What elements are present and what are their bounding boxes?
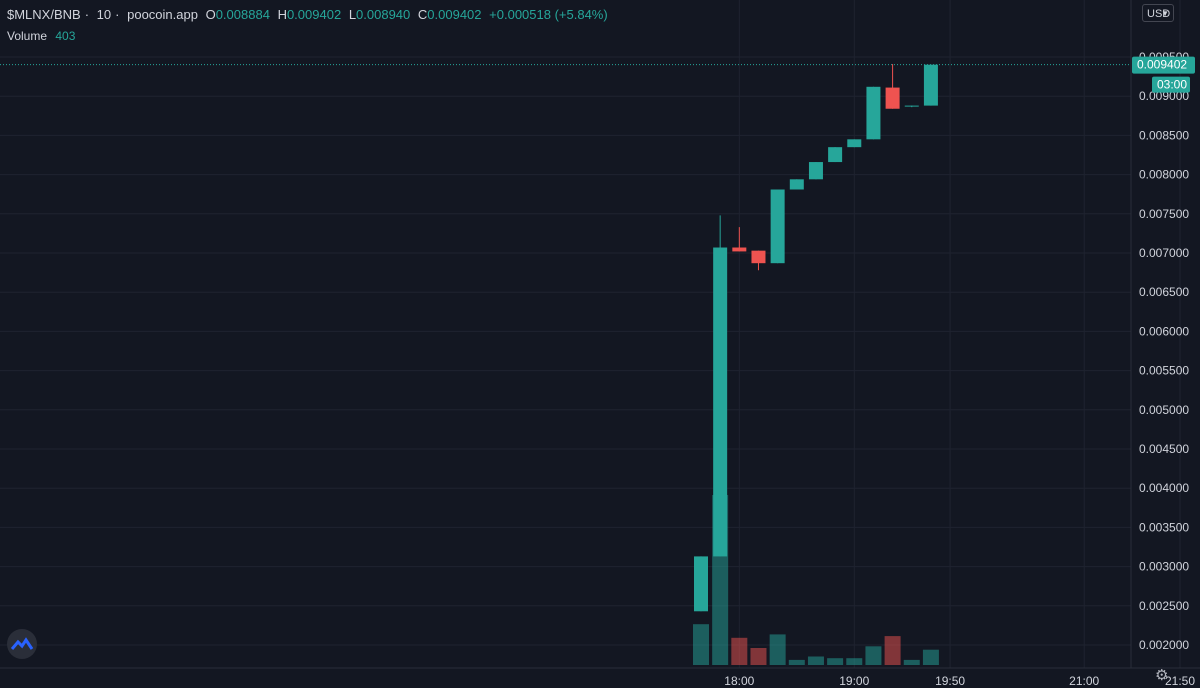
chart-legend: $MLNX/BNB · 10 · poocoin.app O0.008884 H0.…	[7, 7, 608, 22]
volume-bar	[769, 634, 786, 665]
volume-label[interactable]: Volume	[7, 29, 48, 43]
x-tick-label: 21:50	[1165, 674, 1195, 688]
candle-body	[770, 189, 785, 264]
close-value: 0.009402	[427, 7, 482, 22]
open-label: O	[205, 7, 216, 22]
volume-legend: Volume 403	[7, 29, 75, 43]
candle-countdown-label: 03:00	[1157, 78, 1187, 92]
candle-body	[732, 247, 747, 252]
x-tick-label: 18:00	[724, 674, 754, 688]
currency-select[interactable]: USD ▼	[1142, 4, 1174, 22]
settings-gear-icon[interactable]: ⚙	[1155, 667, 1169, 684]
change-value: +0.000518 (+5.84%)	[489, 7, 608, 22]
x-tick-label: 19:00	[839, 674, 869, 688]
volume-bar	[903, 659, 920, 665]
y-tick-label: 0.003000	[1139, 560, 1189, 574]
high-label: H	[277, 7, 287, 22]
candle-body	[904, 105, 919, 107]
y-tick-label: 0.004500	[1139, 442, 1189, 456]
y-tick-label: 0.007000	[1139, 246, 1189, 260]
volume-bar	[827, 658, 844, 665]
candle-body	[789, 179, 804, 190]
volume-bar	[865, 646, 882, 665]
volume-bar	[750, 648, 767, 665]
y-tick-label: 0.006500	[1139, 285, 1189, 299]
y-tick-label: 0.002000	[1139, 638, 1189, 652]
candles	[694, 64, 938, 612]
volume-bar	[693, 624, 709, 665]
volume-bar	[731, 637, 748, 665]
close-label: C	[417, 7, 428, 22]
y-tick-label: 0.002500	[1139, 599, 1189, 613]
open-value: 0.008884	[215, 7, 270, 22]
y-tick-label: 0.007500	[1139, 207, 1189, 221]
price-axis[interactable]: 0.0095000.0090000.0085000.0080000.007500…	[1139, 50, 1189, 652]
volume-bar	[922, 649, 939, 665]
volume-bar	[846, 658, 863, 665]
high-value: 0.009402	[286, 7, 342, 22]
volume-value: 403	[55, 29, 76, 43]
time-axis[interactable]: 18:00 19:00 19:50 21:00 21:50	[724, 674, 1195, 688]
candle-body	[828, 147, 843, 163]
candle-body	[885, 87, 900, 109]
x-tick-label: 19:50	[935, 674, 965, 688]
y-tick-label: 0.003500	[1139, 520, 1189, 534]
y-tick-label: 0.009000	[1139, 89, 1189, 103]
tradingview-logo-icon[interactable]	[7, 629, 37, 659]
volume-bar	[884, 636, 901, 665]
candle-body	[694, 556, 708, 612]
source-label: poocoin.app	[127, 7, 198, 22]
interval-label[interactable]: 10	[96, 7, 112, 22]
candle-body	[923, 64, 938, 106]
grid-lines	[0, 0, 1181, 668]
candle-body	[866, 86, 881, 140]
candle-body	[713, 247, 728, 557]
candle-body	[847, 139, 862, 148]
last-price-tag: 0.009402 03:00	[1132, 56, 1195, 93]
last-price-label: 0.009402	[1137, 58, 1187, 72]
y-tick-label: 0.005500	[1139, 364, 1189, 378]
symbol-label[interactable]: $MLNX/BNB	[7, 7, 81, 22]
candle-body	[808, 162, 823, 180]
y-tick-label: 0.005000	[1139, 403, 1189, 417]
low-value: 0.008940	[356, 7, 411, 22]
volume-bar	[807, 656, 824, 665]
volume-bar	[788, 659, 805, 665]
y-tick-label: 0.008500	[1139, 128, 1189, 142]
low-label: L	[348, 7, 357, 22]
candle-body	[751, 250, 766, 264]
x-tick-label: 21:00	[1069, 674, 1099, 688]
y-tick-label: 0.004000	[1139, 481, 1189, 495]
y-tick-label: 0.006000	[1139, 324, 1189, 338]
y-tick-label: 0.008000	[1139, 168, 1189, 182]
chevron-down-icon: ▼	[1161, 9, 1169, 18]
currency-value: USD	[1147, 8, 1171, 20]
